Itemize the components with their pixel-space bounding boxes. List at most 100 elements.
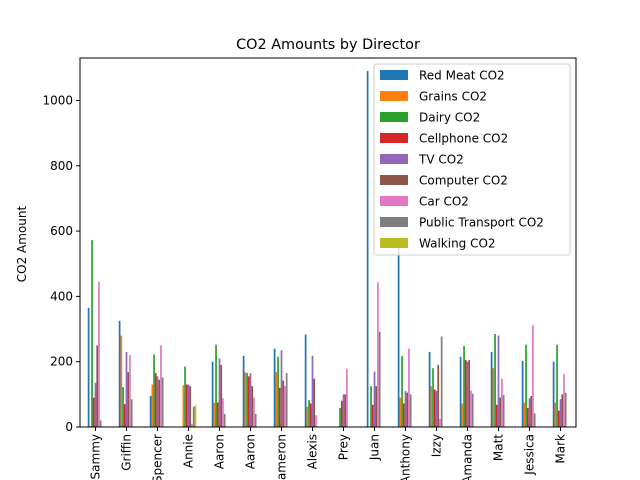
x-tick-label: Annie	[182, 434, 196, 468]
bar	[439, 418, 441, 427]
bar	[399, 397, 402, 427]
bar	[521, 361, 524, 427]
bar	[156, 376, 159, 427]
bar	[151, 384, 154, 427]
bar	[92, 397, 95, 427]
x-tick-label: Juan	[368, 434, 382, 461]
bar	[253, 397, 255, 427]
bar	[492, 368, 495, 427]
bar	[366, 71, 369, 427]
bar	[149, 395, 152, 427]
bar	[346, 368, 348, 427]
bar	[471, 393, 474, 427]
legend-label: Walking CO2	[419, 237, 496, 251]
legend-box	[373, 63, 571, 256]
y-tick-label: 200	[50, 355, 73, 369]
bar	[211, 361, 214, 427]
bar	[96, 345, 99, 427]
x-tick-label: Griffin	[120, 434, 134, 471]
legend-swatch	[380, 238, 408, 248]
bar	[306, 406, 309, 427]
legend: Red Meat CO2 Grains CO2 Dairy CO2 Cellphone…	[373, 63, 571, 256]
x-tick-label: Sammy	[89, 434, 103, 479]
bar	[497, 335, 500, 427]
bar	[308, 400, 310, 427]
bar	[528, 398, 531, 427]
x-tick-label: Aaron	[213, 434, 227, 469]
legend-label: Computer CO2	[419, 174, 508, 188]
bar	[187, 384, 190, 427]
y-tick-label: 400	[50, 289, 73, 303]
bar	[129, 355, 131, 427]
legend-label: Grains CO2	[419, 90, 487, 104]
x-tick-label: Izzy	[430, 434, 444, 457]
bar	[378, 331, 381, 427]
bar	[406, 392, 409, 427]
bar	[466, 361, 469, 427]
bar	[220, 364, 223, 427]
bar	[401, 356, 403, 427]
bar	[408, 348, 410, 427]
bar	[246, 373, 248, 427]
legend-swatch	[380, 112, 408, 122]
y-tick-label: 600	[50, 224, 73, 238]
x-tick-label: Alexis	[306, 434, 320, 469]
y-tick-label: 1000	[42, 93, 73, 107]
legend-swatch	[380, 217, 408, 227]
bar	[402, 403, 405, 427]
bar	[564, 392, 567, 427]
bar	[120, 335, 123, 427]
bar	[185, 384, 188, 427]
bar	[242, 355, 245, 427]
bar	[251, 386, 254, 427]
bar	[430, 386, 433, 427]
bar	[428, 351, 431, 427]
bar	[99, 420, 102, 427]
x-tick-label: Matt	[492, 434, 506, 461]
bar	[118, 320, 121, 427]
x-tick-label: Amanda	[461, 434, 475, 480]
bar	[125, 351, 128, 427]
bar	[468, 360, 471, 427]
bar	[530, 395, 533, 427]
bar	[532, 325, 534, 427]
bar	[309, 403, 312, 427]
legend-label: Car CO2	[419, 195, 469, 209]
bar	[282, 380, 285, 427]
bar	[437, 364, 440, 427]
bar	[315, 415, 317, 427]
legend-label: TV CO2	[418, 153, 464, 167]
bar	[160, 345, 162, 427]
bar	[501, 378, 503, 427]
bar	[464, 360, 467, 427]
bar	[223, 413, 226, 427]
bar	[218, 358, 221, 427]
bar	[404, 391, 407, 427]
x-tick-label: Anthony	[399, 434, 413, 480]
bar	[275, 372, 278, 427]
legend-swatch	[380, 133, 408, 143]
bar	[432, 368, 434, 427]
bar	[313, 378, 316, 427]
bar	[278, 387, 281, 427]
bar	[470, 390, 472, 427]
bar	[557, 410, 560, 427]
bar	[490, 351, 493, 427]
legend-swatch	[380, 91, 408, 101]
plot-area: 0 200 400 600 800 1000 Sammy Griffin Spencer Anni…	[42, 71, 568, 480]
y-tick-label: 800	[50, 159, 73, 173]
bar	[523, 402, 526, 427]
y-axis-label: CO2 Amount	[15, 205, 29, 282]
bar	[435, 391, 438, 427]
bar	[280, 350, 283, 427]
bar	[561, 394, 564, 427]
legend-swatch	[380, 196, 408, 206]
bar	[153, 354, 155, 427]
bar	[533, 413, 536, 427]
x-tick-label: Prey	[337, 434, 351, 460]
bar	[340, 400, 343, 427]
bar	[344, 394, 347, 427]
bar	[370, 386, 372, 427]
bar	[563, 374, 565, 427]
